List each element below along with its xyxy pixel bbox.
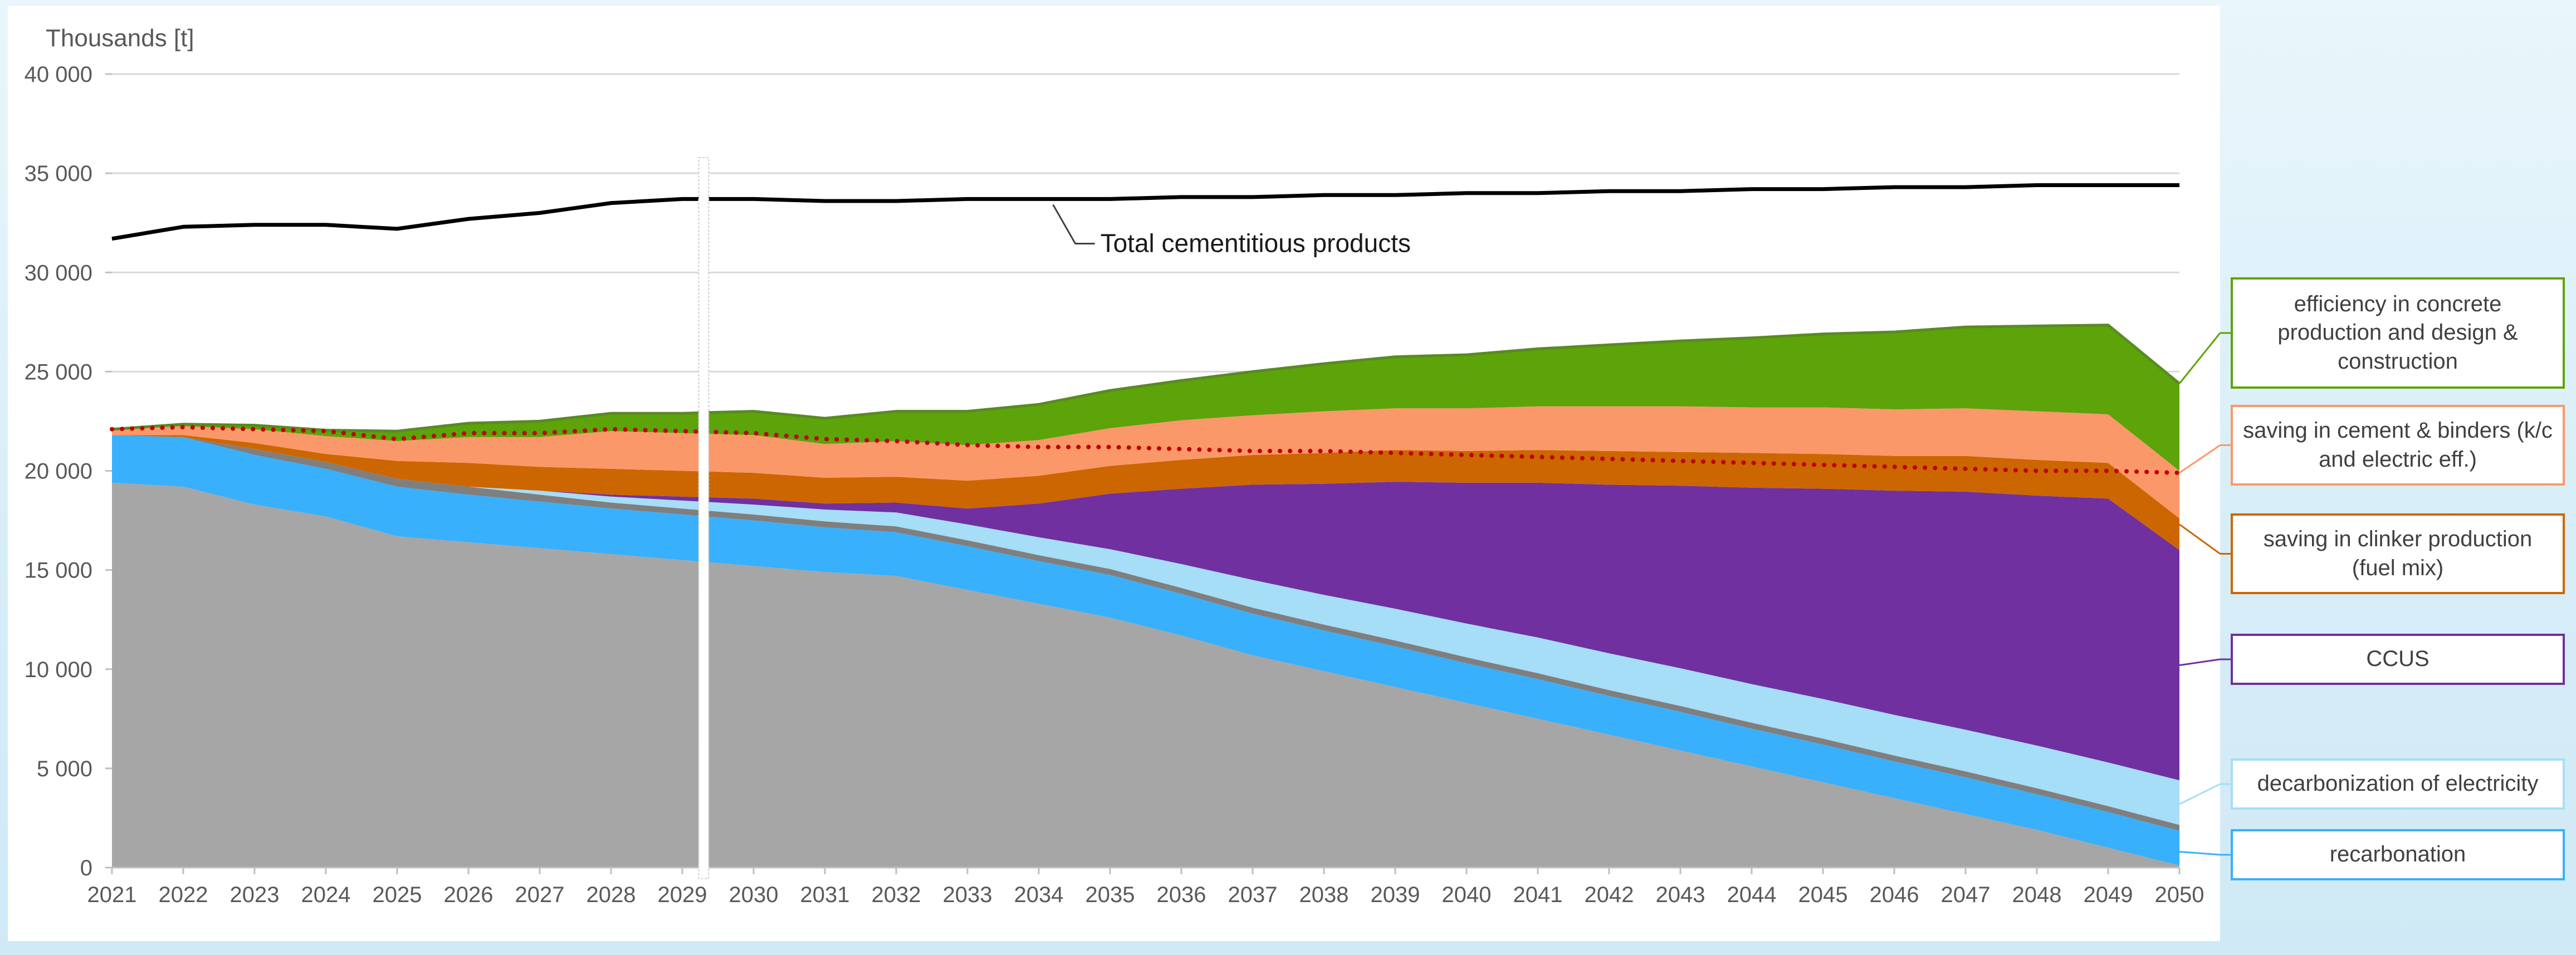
area-series-5: [112, 435, 2179, 550]
y-tick-label-5: 25 000: [25, 360, 92, 384]
total-line-label: Total cementitious products: [1101, 228, 1411, 257]
x-tick-label-18: 2039: [1371, 883, 1420, 907]
x-tick-label-22: 2043: [1656, 883, 1705, 907]
legend-item-label: saving in clinker production (fuel mix): [2263, 527, 2533, 580]
x-tick-label-9: 2030: [729, 883, 779, 907]
x-tick-label-24: 2045: [1798, 883, 1848, 907]
area-series-6: [112, 406, 2179, 518]
y-tick-label-1: 5 000: [37, 757, 92, 781]
y-tick-label-4: 20 000: [25, 459, 92, 484]
y-tick-label-0: 0: [80, 856, 92, 880]
x-tick-label-13: 2034: [1014, 883, 1064, 907]
x-tick-label-17: 2038: [1299, 883, 1349, 907]
legend-item-4: decarbonization of electricity: [2231, 758, 2565, 810]
legend-leader-5: [2179, 851, 2220, 856]
x-tick-label-12: 2033: [943, 883, 993, 907]
legend-item-5: recarbonation: [2231, 829, 2565, 880]
legend-item-label: recarbonation: [2329, 842, 2466, 867]
x-tick-label-15: 2036: [1157, 883, 1206, 907]
area-series-0: [112, 482, 2179, 868]
x-tick-label-5: 2026: [444, 883, 493, 907]
area-series-4: [112, 435, 2179, 781]
highlight-marker: [698, 157, 710, 879]
y-tick-label-3: 15 000: [25, 559, 92, 583]
legend-item-label: efficiency in concrete production and de…: [2277, 292, 2518, 374]
area-series-7: [112, 325, 2179, 471]
chart-area: Total cementitious products 2021 2022 2023 2…: [8, 6, 2220, 941]
x-tick-label-19: 2040: [1442, 883, 1492, 907]
y-tick-label-8: 40 000: [25, 62, 92, 87]
legend-item-label: decarbonization of electricity: [2257, 771, 2539, 796]
x-tick-label-6: 2027: [515, 883, 565, 907]
x-tick-label-3: 2024: [301, 883, 351, 907]
x-tick-label-16: 2037: [1228, 883, 1278, 907]
dotted-line: [110, 425, 2182, 476]
x-tick-label-28: 2049: [2084, 883, 2133, 907]
legend-leader-3: [2179, 658, 2220, 667]
stacked-area-chart: Total cementitious products 2021 2022 2023 2…: [25, 25, 2220, 907]
x-tick-label-11: 2032: [872, 883, 921, 907]
x-tick-label-25: 2046: [1870, 883, 1919, 907]
legend-leader-extension: [2220, 332, 2231, 856]
legend-item-label: CCUS: [2366, 647, 2430, 672]
x-tick-label-29: 2050: [2155, 883, 2204, 907]
y-unit-label: Thousands [t]: [46, 25, 194, 52]
legend-item-0: efficiency in concrete production and de…: [2231, 277, 2565, 389]
x-tick-label-10: 2031: [800, 883, 850, 907]
x-tick-label-7: 2028: [586, 883, 636, 907]
legend-item-label: saving in cement & binders (k/c and elec…: [2243, 418, 2553, 472]
y-tick-label-7: 35 000: [25, 161, 92, 186]
x-tick-label-4: 2025: [373, 883, 422, 907]
x-tick-label-23: 2044: [1727, 883, 1777, 907]
x-tick-label-1: 2022: [159, 883, 208, 907]
legend-leader-1: [2179, 444, 2220, 474]
legend-item-3: CCUS: [2231, 634, 2565, 685]
legend-item-1: saving in cement & binders (k/c and elec…: [2231, 405, 2565, 486]
legend-item-2: saving in clinker production (fuel mix): [2231, 513, 2565, 594]
y-tick-label-6: 30 000: [25, 261, 92, 285]
legend-leader-0: [2178, 332, 2220, 384]
legend-leader-4: [2179, 783, 2220, 805]
x-tick-label-8: 2029: [658, 883, 707, 907]
total-line: [111, 183, 2179, 241]
x-tick-label-2: 2023: [230, 883, 280, 907]
x-tick-label-0: 2021: [87, 883, 137, 907]
x-tick-label-26: 2047: [1941, 883, 1991, 907]
x-tick-label-14: 2035: [1086, 883, 1135, 907]
x-tick-label-27: 2048: [2012, 883, 2062, 907]
y-tick-label-2: 10 000: [25, 658, 92, 682]
area-series-1: [112, 435, 2179, 866]
x-tick-label-21: 2042: [1585, 883, 1634, 907]
stack-top-edge: [111, 324, 2181, 433]
total-label-leader: [1052, 204, 1095, 244]
x-tick-label-20: 2041: [1513, 883, 1563, 907]
legend-leader-2: [2179, 523, 2220, 555]
